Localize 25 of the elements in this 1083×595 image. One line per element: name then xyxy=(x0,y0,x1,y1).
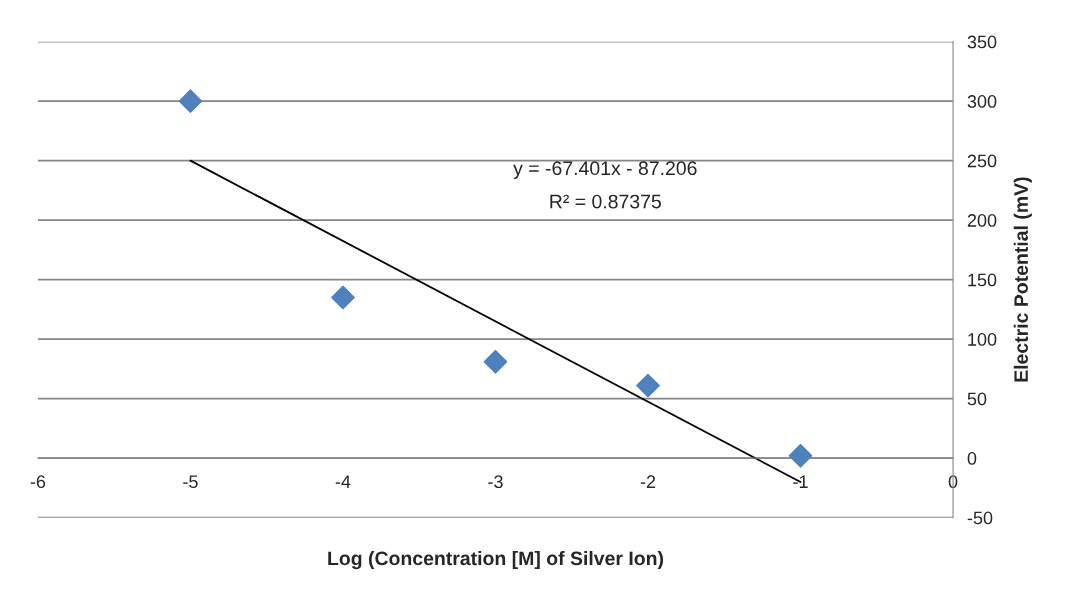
x-tick-label: 0 xyxy=(948,475,958,489)
x-tick-label: -6 xyxy=(30,475,46,489)
y-tick-label: 200 xyxy=(967,214,997,227)
point xyxy=(331,285,355,310)
y-axis-title: Electric Potential (mV) xyxy=(1013,177,1032,382)
point xyxy=(788,443,813,468)
x-tick-label: -2 xyxy=(640,475,656,488)
x-tick-label: -3 xyxy=(488,475,503,489)
point xyxy=(636,373,660,398)
y-tick-label: 250 xyxy=(967,154,997,168)
y-tick-label: 150 xyxy=(968,273,997,287)
y-tick-label: 0 xyxy=(967,452,977,465)
x-tick-label: -4 xyxy=(335,475,351,488)
y-tick-label: 300 xyxy=(967,95,997,108)
point xyxy=(483,349,508,374)
annotation: y = -67.401x - 87.206 xyxy=(513,161,697,179)
point xyxy=(178,89,203,113)
annotation: R² = 0.87375 xyxy=(550,194,661,209)
x-axis-title: Log (Concentration [M] of Silver Ion) xyxy=(328,550,664,570)
y-tick-label: 50 xyxy=(967,392,987,406)
y-tick-label: 350 xyxy=(967,35,997,49)
x-tick-label: -1 xyxy=(793,475,808,488)
y-tick-label: 100 xyxy=(968,333,997,346)
x-tick-label: -5 xyxy=(183,475,198,489)
y-tick-label: -50 xyxy=(967,511,993,525)
